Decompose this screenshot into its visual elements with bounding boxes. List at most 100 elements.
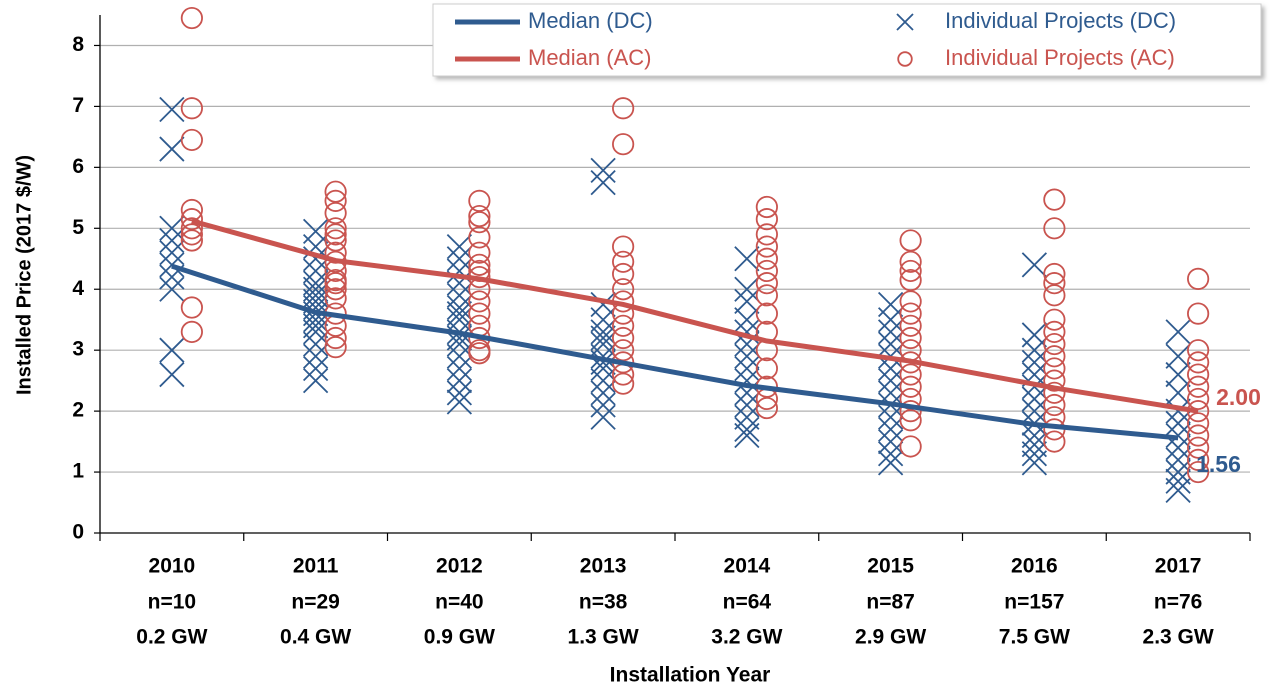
x-axis-title: Installation Year (610, 664, 771, 687)
data-point (180, 128, 203, 152)
data-point (899, 259, 922, 283)
data-point (899, 363, 922, 386)
data-point (755, 302, 778, 325)
data-point (734, 288, 760, 315)
data-point (1043, 217, 1066, 240)
data-point (302, 319, 329, 345)
data-point (446, 307, 473, 333)
data-point (159, 227, 185, 254)
data-point (755, 259, 778, 283)
x-capacity-label: 2.9 GW (855, 626, 926, 649)
data-point (734, 355, 760, 382)
data-point (324, 189, 347, 212)
x-tick-label: 2013 (580, 555, 627, 578)
data-point (302, 270, 329, 296)
data-point (899, 400, 922, 423)
x-count-label: n=64 (723, 591, 772, 614)
data-point (1165, 343, 1191, 369)
y-tick-label: 6 (72, 155, 84, 178)
data-point (159, 215, 185, 241)
data-label: 2.00 (1216, 384, 1261, 410)
data-point (159, 136, 185, 162)
data-point (755, 284, 778, 307)
data-point (446, 343, 473, 369)
data-point (1043, 262, 1066, 286)
data-point (324, 217, 347, 240)
x-tick-label: 2011 (293, 555, 339, 578)
data-point (159, 361, 185, 388)
x-tick-label: 2015 (867, 555, 914, 578)
data-point (1165, 459, 1191, 485)
data-point (612, 339, 635, 362)
legend-label: Median (DC) (528, 8, 653, 33)
median-line (191, 218, 1199, 414)
data-point (446, 380, 473, 406)
data-point (734, 246, 760, 272)
x-tick-label: 2012 (436, 555, 483, 578)
data-point (612, 97, 635, 120)
legend-label: Individual Projects (DC) (945, 8, 1176, 33)
x-count-label: n=29 (291, 591, 339, 614)
data-point (755, 357, 778, 380)
x-count-label: n=38 (579, 591, 628, 614)
data-point (1043, 345, 1066, 368)
data-point (324, 201, 347, 225)
data-point (1187, 363, 1210, 386)
legend-label: Median (AC) (528, 45, 651, 70)
data-point (899, 409, 922, 432)
data-point (1165, 477, 1191, 503)
data-point (1187, 460, 1210, 484)
x-count-label: n=40 (435, 591, 483, 614)
data-point (1021, 450, 1048, 476)
data-point (612, 235, 635, 258)
data-point (159, 240, 185, 266)
data-point (899, 290, 922, 313)
legend-swatch (896, 13, 914, 31)
data-point (612, 363, 635, 386)
x-count-label: n=87 (866, 591, 914, 614)
y-tick-label: 2 (72, 399, 84, 422)
data-point (159, 337, 185, 363)
data-point (755, 208, 778, 231)
data-point (302, 331, 329, 357)
data-point (446, 389, 473, 415)
legend-swatch (897, 51, 913, 67)
x-capacity-label: 0.2 GW (136, 626, 207, 649)
data-point (1043, 393, 1066, 417)
data-point (302, 276, 329, 302)
y-tick-label: 3 (72, 338, 84, 361)
data-point (899, 314, 922, 337)
data-point (446, 368, 473, 394)
x-tick-label: 2017 (1155, 555, 1202, 578)
data-point (734, 392, 760, 418)
x-tick-label: 2010 (149, 555, 196, 578)
data-point (877, 368, 904, 394)
data-point (899, 229, 922, 252)
x-count-label: n=76 (1154, 591, 1202, 614)
data-point (755, 387, 778, 411)
data-point (468, 253, 491, 276)
data-point (755, 396, 778, 420)
data-point (1043, 188, 1066, 211)
data-point (1187, 424, 1210, 447)
legend-box (432, 3, 1262, 77)
data-point (446, 246, 473, 272)
data-point (1043, 357, 1066, 380)
y-tick-label: 4 (72, 277, 84, 300)
data-point (468, 205, 491, 228)
data-point (324, 180, 347, 203)
data-point (755, 272, 778, 295)
x-count-label: n=10 (148, 591, 196, 614)
data-point (1165, 447, 1191, 473)
data-point (1043, 320, 1066, 343)
data-point (877, 404, 904, 430)
data-point (590, 368, 616, 394)
data-point (1165, 380, 1191, 406)
data-point (446, 282, 473, 308)
data-point (734, 343, 760, 369)
data-point (612, 133, 635, 156)
y-tick-label: 5 (72, 216, 84, 239)
x-tick-label: 2016 (1011, 555, 1058, 578)
data-point (1043, 308, 1066, 331)
